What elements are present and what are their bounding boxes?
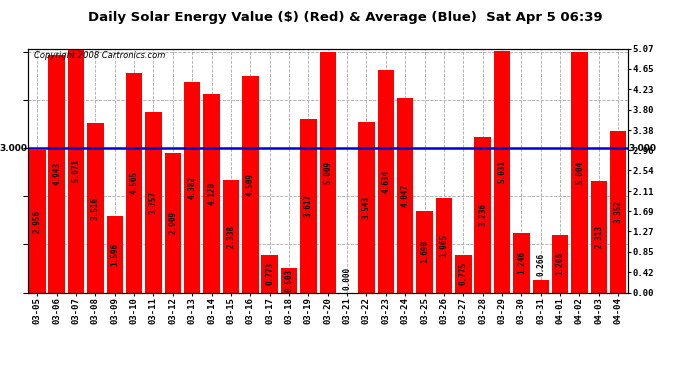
Bar — [358, 122, 375, 292]
Bar — [397, 98, 413, 292]
Bar — [319, 52, 336, 292]
Text: 3.617: 3.617 — [304, 194, 313, 217]
Text: 3.757: 3.757 — [149, 190, 158, 214]
Text: 3.352: 3.352 — [613, 200, 622, 223]
Bar — [48, 55, 65, 292]
Text: 1.690: 1.690 — [420, 240, 429, 263]
Text: 4.047: 4.047 — [401, 184, 410, 207]
Text: 0.000: 0.000 — [343, 267, 352, 290]
Bar — [68, 49, 84, 292]
Bar — [591, 181, 607, 292]
Text: 5.009: 5.009 — [323, 160, 333, 184]
Bar — [494, 51, 511, 292]
Bar — [262, 255, 278, 292]
Text: 3.543: 3.543 — [362, 196, 371, 219]
Text: 2.338: 2.338 — [226, 225, 235, 248]
Text: 2.313: 2.313 — [594, 225, 603, 249]
Bar — [435, 198, 452, 292]
Bar — [533, 280, 549, 292]
Text: 3.000: 3.000 — [0, 144, 28, 153]
Text: 4.509: 4.509 — [246, 172, 255, 196]
Text: 0.266: 0.266 — [536, 253, 545, 276]
Text: 4.120: 4.120 — [207, 182, 216, 205]
Text: Copyright 2008 Cartronics.com: Copyright 2008 Cartronics.com — [34, 51, 165, 60]
Bar — [300, 118, 317, 292]
Bar — [242, 76, 259, 292]
Text: 4.943: 4.943 — [52, 162, 61, 185]
Bar — [204, 94, 220, 292]
Text: 3.516: 3.516 — [91, 196, 100, 219]
Text: Daily Solar Energy Value ($) (Red) & Average (Blue)  Sat Apr 5 06:39: Daily Solar Energy Value ($) (Red) & Ave… — [88, 11, 602, 24]
Bar — [223, 180, 239, 292]
Text: 2.956: 2.956 — [33, 210, 42, 233]
Bar — [106, 216, 123, 292]
Text: 5.004: 5.004 — [575, 160, 584, 184]
Text: 4.565: 4.565 — [130, 171, 139, 194]
Bar — [416, 211, 433, 292]
Bar — [126, 73, 142, 292]
Text: 1.246: 1.246 — [517, 251, 526, 274]
Text: 3.236: 3.236 — [478, 203, 487, 226]
Text: 0.503: 0.503 — [284, 269, 293, 292]
Text: 1.206: 1.206 — [555, 252, 564, 275]
Text: 0.775: 0.775 — [459, 262, 468, 285]
Text: 3.000: 3.000 — [628, 144, 656, 153]
Bar — [552, 234, 569, 292]
Text: 2.909: 2.909 — [168, 211, 177, 234]
Bar — [165, 153, 181, 292]
Text: 5.071: 5.071 — [72, 159, 81, 182]
Bar — [281, 268, 297, 292]
Text: 5.031: 5.031 — [497, 160, 506, 183]
Text: 1.596: 1.596 — [110, 243, 119, 266]
Bar — [610, 131, 627, 292]
Bar — [184, 82, 200, 292]
Text: 4.634: 4.634 — [382, 170, 391, 193]
Text: 1.965: 1.965 — [440, 234, 449, 257]
Bar — [571, 52, 588, 292]
Bar — [87, 123, 104, 292]
Text: 4.382: 4.382 — [188, 176, 197, 199]
Text: 0.773: 0.773 — [265, 262, 274, 285]
Bar — [513, 232, 530, 292]
Bar — [475, 137, 491, 292]
Bar — [145, 112, 161, 292]
Bar — [455, 255, 471, 292]
Bar — [377, 70, 394, 292]
Bar — [29, 150, 46, 292]
